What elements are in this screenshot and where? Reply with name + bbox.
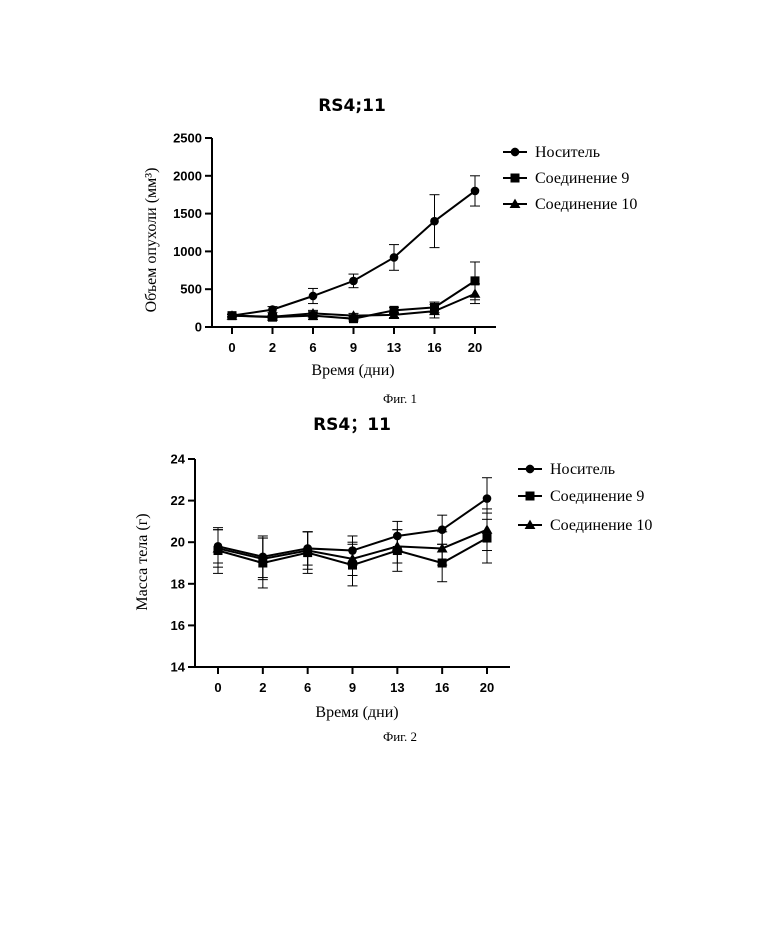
chart-1-legend-marker bbox=[511, 148, 520, 157]
chart-2-x-tick-label: 20 bbox=[480, 680, 494, 695]
chart-2-y-tick-label: 16 bbox=[171, 618, 185, 633]
chart-2-legend-label: Соединение 9 bbox=[550, 488, 644, 505]
chart-1-title: RS4;11 bbox=[318, 96, 386, 116]
chart-2-x-tick-label: 2 bbox=[259, 680, 266, 695]
chart-1-y-tick-label: 2500 bbox=[173, 131, 202, 146]
chart-2-x-tick-label: 0 bbox=[214, 680, 221, 695]
chart-1-legend: Носитель Соединение 9 Соединение 10 bbox=[503, 144, 637, 213]
chart-1-series-line bbox=[232, 191, 475, 316]
chart-2-legend-marker bbox=[526, 492, 535, 501]
chart-1-legend-label: Носитель bbox=[535, 144, 600, 161]
chart-2-y-tick-label: 18 bbox=[171, 576, 185, 591]
chart-1-axes bbox=[205, 138, 496, 334]
chart-2-x-tick-label: 6 bbox=[304, 680, 311, 695]
chart-2-x-tick-label: 16 bbox=[435, 680, 449, 695]
chart-1-data-point bbox=[349, 277, 358, 286]
chart-1-x-axis-label: Время (дни) bbox=[311, 362, 394, 379]
chart-1-data-point bbox=[470, 288, 481, 297]
chart-1-x-tick-label: 0 bbox=[228, 340, 235, 355]
chart-2-legend: Носитель Соединение 9 Соединение 10 bbox=[518, 461, 652, 534]
chart-2-y-tick-label: 24 bbox=[171, 452, 186, 467]
chart-1-y-tick-label: 1000 bbox=[173, 244, 202, 259]
chart-1-legend-item: Носитель bbox=[503, 144, 600, 161]
chart-2-legend-label: Носитель bbox=[550, 461, 615, 478]
chart-2-legend-item: Носитель bbox=[518, 461, 615, 478]
chart-1-legend-marker bbox=[511, 174, 520, 183]
chart-1-y-tick-label: 2000 bbox=[173, 168, 202, 183]
chart-2-y-tick-label: 20 bbox=[171, 535, 185, 550]
chart-1-data-point bbox=[309, 292, 318, 301]
chart-2-caption: Фиг. 2 bbox=[383, 729, 417, 744]
chart-1-series-group bbox=[227, 176, 481, 323]
chart-2-y-tick-label: 14 bbox=[171, 660, 186, 675]
chart-1-x-tick-label: 9 bbox=[350, 340, 357, 355]
chart-2-legend-label: Соединение 10 bbox=[550, 517, 652, 534]
chart-2-legend-item: Соединение 10 bbox=[518, 517, 652, 534]
chart-1-legend-item: Соединение 10 bbox=[503, 196, 637, 213]
chart-2-legend-item: Соединение 9 bbox=[518, 488, 644, 505]
chart-1-x-tick-label: 16 bbox=[427, 340, 441, 355]
chart-1-series-circle bbox=[227, 176, 480, 320]
chart-2-x-tick-label: 13 bbox=[390, 680, 404, 695]
chart-1-y-tick-label: 1500 bbox=[173, 206, 202, 221]
chart-2-data-point bbox=[482, 524, 493, 533]
chart-1-y-tick-label: 500 bbox=[180, 282, 202, 297]
body-mass-chart: RS4；11 14 16 18 20 22 24 0 2 6 9 13 16 20 Время (дни… bbox=[134, 415, 652, 744]
chart-2-data-point bbox=[483, 494, 492, 503]
chart-1-caption: Фиг. 1 bbox=[383, 391, 417, 406]
chart-1-x-tick-label: 13 bbox=[387, 340, 401, 355]
chart-1-legend-label: Соединение 10 bbox=[535, 196, 637, 213]
chart-1-x-tick-label: 20 bbox=[468, 340, 482, 355]
figure-canvas: RS4;11 050010001500200025000269131620 Вр… bbox=[0, 0, 780, 937]
chart-2-y-tick-label: 22 bbox=[171, 493, 185, 508]
chart-1-y-axis-label: Объем опухоли (мм³) bbox=[143, 168, 160, 313]
chart-2-series-triangle bbox=[213, 509, 493, 580]
chart-1-legend-label: Соединение 9 bbox=[535, 170, 629, 187]
chart-1-data-point bbox=[390, 253, 399, 262]
chart-1-x-tick-label: 2 bbox=[269, 340, 276, 355]
chart-1-data-point bbox=[430, 217, 439, 226]
chart-1-tick-labels: 0 500 1000 1500 2000 2500 0 2 6 9 13 16 20 bbox=[173, 131, 482, 356]
chart-2-x-tick-label: 9 bbox=[349, 680, 356, 695]
chart-2-legend-marker bbox=[526, 465, 535, 474]
chart-1-legend-item: Соединение 9 bbox=[503, 170, 629, 187]
chart-2-y-axis-label: Масса тела (г) bbox=[134, 513, 151, 610]
chart-2-series-group bbox=[213, 478, 493, 588]
chart-2-x-axis-label: Время (дни) bbox=[315, 704, 398, 721]
chart-2-title: RS4；11 bbox=[313, 415, 391, 435]
chart-1-y-tick-label: 0 bbox=[195, 320, 202, 335]
chart-1-x-tick-label: 6 bbox=[309, 340, 316, 355]
chart-1-data-point bbox=[471, 187, 480, 196]
tumor-volume-chart: RS4;11 0 500 1000 1500 2000 2500 0 2 6 9 13 16 20 Вр… bbox=[143, 96, 637, 406]
